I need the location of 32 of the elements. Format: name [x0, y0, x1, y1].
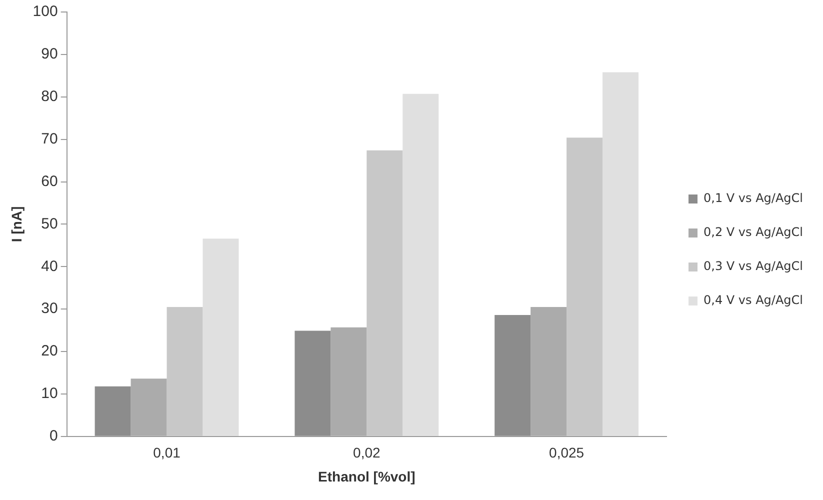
bar [530, 306, 567, 436]
y-axis-title: I [nA] [8, 206, 24, 242]
x-tick-label: 0,01 [153, 444, 181, 461]
y-tick-label: 40 [41, 258, 58, 275]
legend-label: 0,4 V vs Ag/AgCl [704, 293, 803, 308]
bar [166, 306, 203, 436]
bar [330, 327, 367, 436]
legend-label: 0,1 V vs Ag/AgCl [704, 191, 803, 206]
y-tick-label: 100 [32, 3, 58, 20]
y-tick-label: 20 [41, 342, 58, 360]
x-tick-label: 0,025 [549, 444, 584, 461]
bar [602, 72, 639, 436]
bar [202, 238, 239, 436]
y-tick-label: 90 [41, 46, 58, 63]
legend-label: 0,3 V vs Ag/AgCl [704, 259, 803, 274]
y-tick-label: 50 [41, 215, 58, 232]
y-tick-label: 70 [41, 130, 58, 148]
bar [366, 150, 403, 436]
bar [130, 378, 167, 436]
y-tick-label: 0 [49, 428, 58, 445]
bar [494, 315, 531, 436]
legend-label: 0,2 V vs Ag/AgCl [704, 225, 803, 240]
x-axis-title: Ethanol [%vol] [318, 468, 416, 484]
bar [94, 386, 131, 436]
y-tick-label: 60 [41, 172, 58, 190]
bar [402, 94, 439, 436]
y-tick-label: 80 [41, 88, 58, 106]
x-tick-label: 0,02 [353, 444, 380, 461]
bar [294, 330, 331, 436]
y-tick-label: 10 [41, 385, 58, 402]
bar [566, 138, 603, 436]
y-tick-label: 30 [41, 300, 58, 318]
